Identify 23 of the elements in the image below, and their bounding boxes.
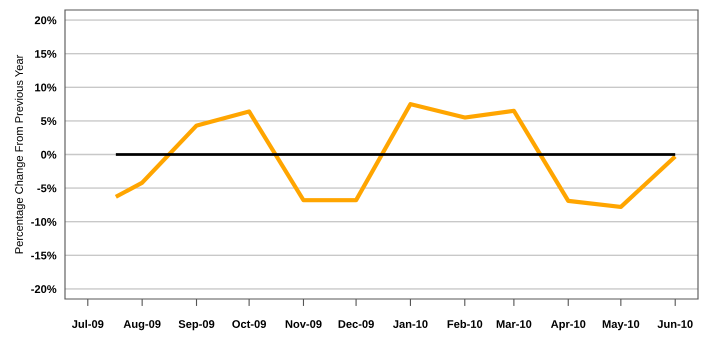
y-tick-label: -5% [37, 184, 56, 192]
x-tick-label: Mar-10 [496, 320, 532, 328]
x-tick-label: Jan-10 [393, 320, 428, 328]
x-tick-label: Apr-10 [550, 320, 586, 330]
x-tick-label: Feb-10 [448, 320, 482, 328]
x-tick-label: Dec-09 [338, 320, 374, 328]
y-tick-label: -15% [31, 252, 56, 260]
y-tick-label: -20% [31, 285, 56, 294]
y-tick-label: 5% [40, 117, 56, 126]
y-tick-label: 10% [35, 84, 56, 92]
x-tick-label: Jul-09 [72, 320, 104, 328]
y-tick-label: 15% [35, 50, 56, 58]
x-tick-label: Aug-09 [124, 320, 161, 330]
line-series [114, 102, 678, 210]
y-axis-title: Percentage Change From Previous Year [14, 54, 26, 254]
y-tick-label: -10% [31, 218, 56, 226]
y-tick-label: 0% [41, 150, 56, 159]
x-tick-label: Nov-09 [286, 320, 322, 328]
x-tick-label: Oct-09 [232, 320, 266, 328]
x-tick-label: Jun-10 [657, 320, 693, 328]
x-tick-label: Sep-09 [178, 320, 214, 330]
x-tick-label: May-10 [602, 320, 640, 330]
y-tick-label: 20% [34, 16, 56, 24]
